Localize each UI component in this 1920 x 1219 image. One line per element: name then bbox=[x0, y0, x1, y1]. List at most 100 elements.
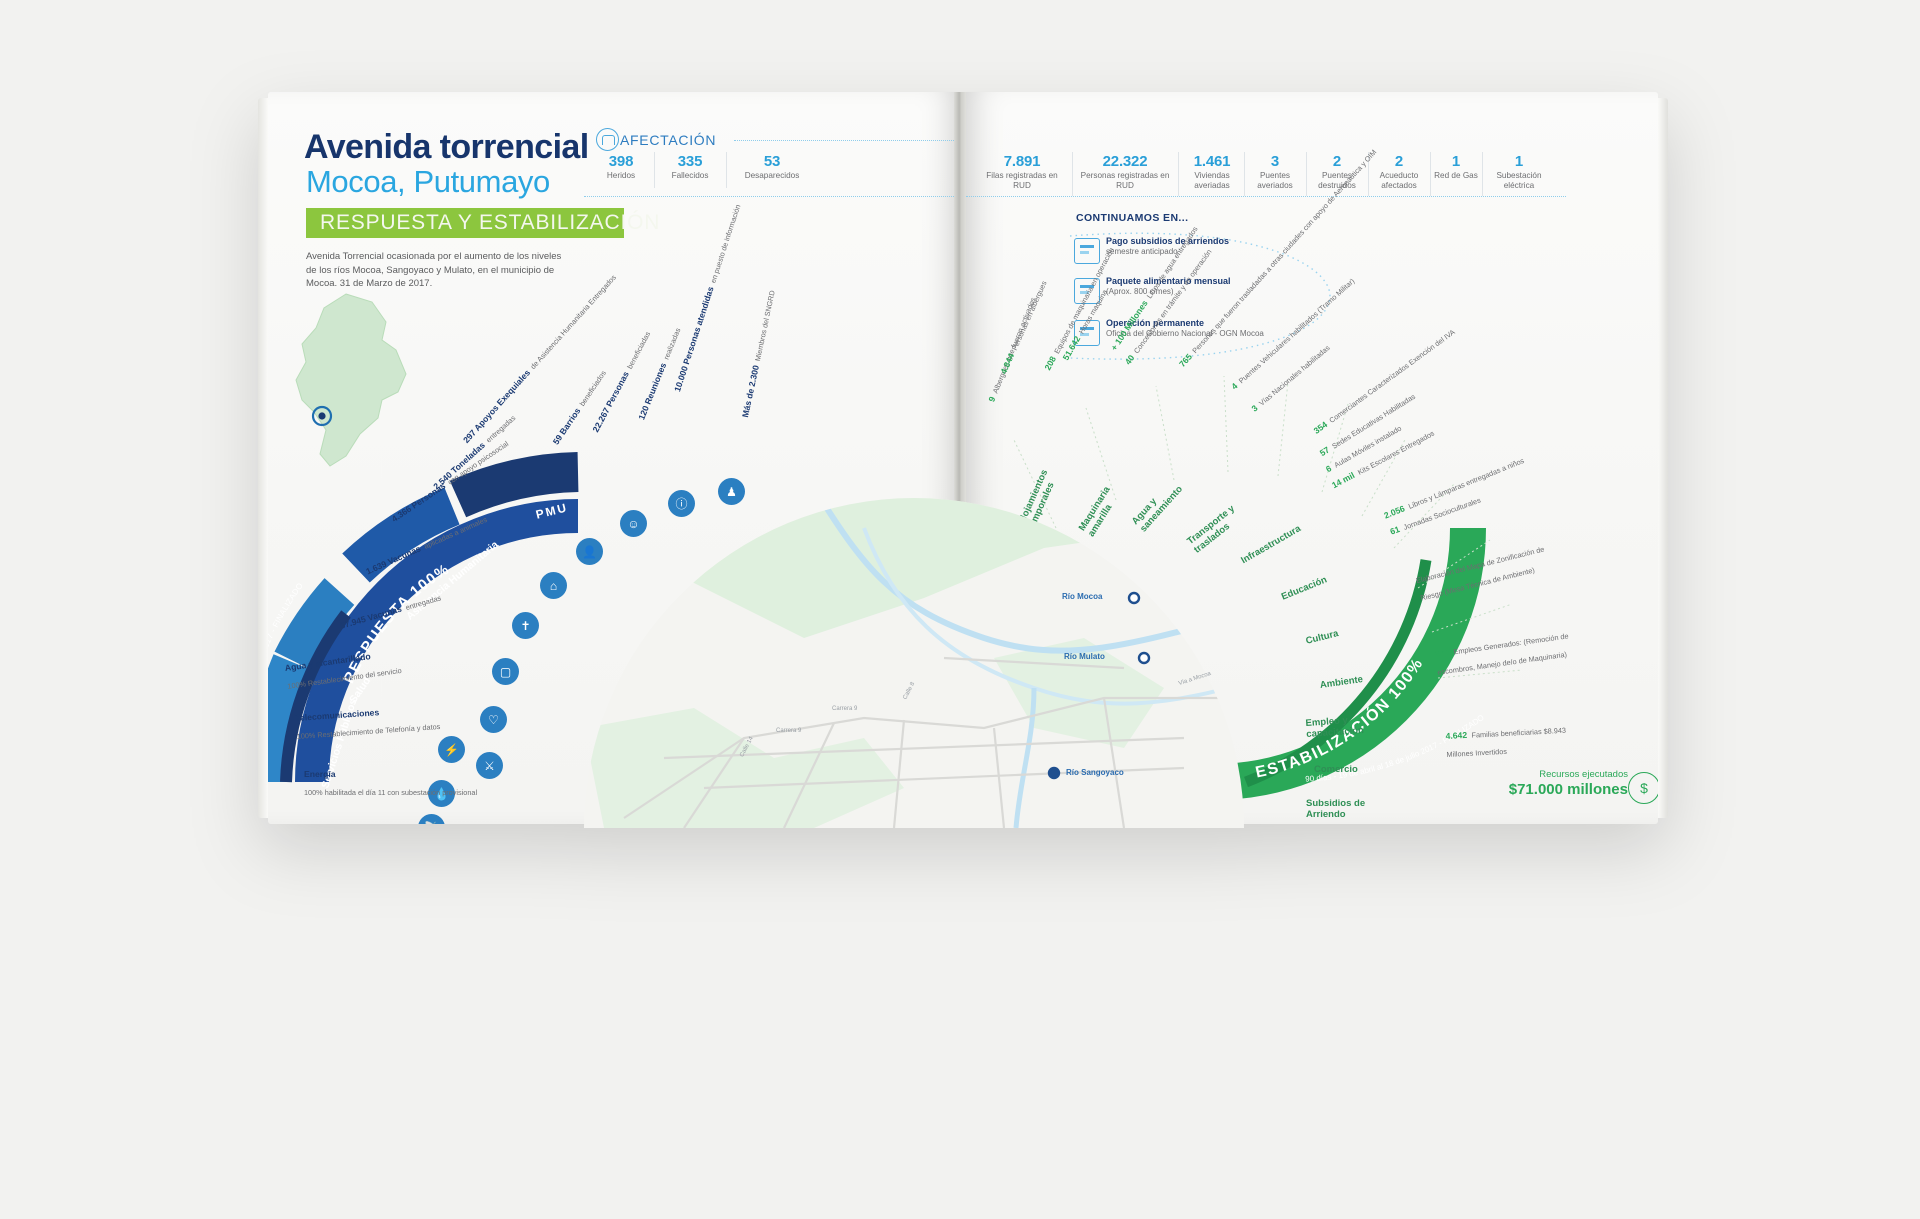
stat-label: Desaparecidos bbox=[744, 171, 800, 180]
box-icon: ▢ bbox=[492, 658, 519, 685]
stat-label: Heridos bbox=[606, 171, 636, 180]
stat-divider bbox=[1244, 152, 1245, 196]
page-title-line1: Avenida torrencial bbox=[304, 128, 589, 166]
coins-icon: $ bbox=[1628, 772, 1658, 804]
street-label-1: Carrera 9 bbox=[776, 728, 802, 734]
stat-value: 7.891 bbox=[1003, 153, 1041, 170]
stat-divider bbox=[654, 152, 655, 188]
resources-label: Recursos ejecutados bbox=[1539, 769, 1628, 780]
stat-fallecidos: 335 Fallecidos bbox=[658, 154, 722, 181]
stat-label: Puentes averiados bbox=[1257, 171, 1293, 190]
mocoa-map: Río Mocoa Río Mulato Río Sangoyaco Carre… bbox=[564, 488, 1264, 828]
info-icon: ⓘ bbox=[668, 490, 695, 517]
stat-value: 1.461 bbox=[1193, 153, 1231, 170]
stat-divider bbox=[1072, 152, 1073, 196]
resources-block: Recursos ejecutados $71.000 millones bbox=[1509, 769, 1628, 798]
house-icon: ⌂ bbox=[540, 572, 567, 599]
stat-personas-rud: 22.322 Personas registradas en RUD bbox=[1076, 154, 1174, 191]
stat-divider bbox=[1306, 152, 1307, 196]
continuamos-item-title: Paquete alimentario mensual bbox=[1106, 276, 1231, 286]
stat-viviendas: 1.461 Viviendas averiadas bbox=[1182, 154, 1242, 191]
office-icon bbox=[1074, 320, 1100, 346]
continuamos-item-sub: (Aprox. 800 c/mes) bbox=[1106, 287, 1174, 296]
map-label-rio-sangoyaco: Río Sangoyaco bbox=[1066, 768, 1124, 777]
map-pin-group bbox=[1047, 591, 1151, 780]
category-subsidios-arriendo: Subsidios de Arriendo bbox=[1306, 798, 1366, 820]
person-icon: 👤 bbox=[576, 538, 603, 565]
resources-value: $71.000 millones bbox=[1508, 781, 1628, 798]
stat-divider bbox=[1482, 152, 1483, 196]
map-label-rio-mulato: Río Mulato bbox=[1064, 652, 1105, 661]
stat-label: Puentes destruidos bbox=[1318, 171, 1356, 190]
stat-puentes-averiados: 3 Puentes averiados bbox=[1246, 154, 1304, 191]
continuamos-dotted-bracket bbox=[1069, 232, 1331, 360]
estabilizacion-arc-group: ESTABILIZACIÓN 100% 90 días - 19 de abri… bbox=[1013, 375, 1523, 800]
page-edge-right bbox=[1658, 98, 1668, 818]
continuamos-item-title: Operación permanente bbox=[1106, 318, 1205, 328]
stat-divider bbox=[1178, 152, 1179, 196]
stat-value: 1 bbox=[1514, 153, 1524, 170]
respuesta-progress-arc bbox=[295, 499, 579, 783]
category-comercio: Comercio bbox=[1314, 764, 1358, 775]
data-label-12: Energía 100% habilitada el día 11 con su… bbox=[304, 769, 478, 797]
continuamos-item-2[interactable]: Operación permanente Oficina del Gobiern… bbox=[1106, 318, 1296, 339]
stat-value: 335 bbox=[677, 153, 703, 170]
stat-label: Filas registradas en RUD bbox=[986, 171, 1058, 190]
intro-paragraph: Avenida Torrencial ocasionada por el aum… bbox=[306, 251, 562, 289]
book-spread: Avenida torrencial Mocoa, Putumayo RESPU… bbox=[258, 92, 1668, 828]
stat-value: 1 bbox=[1451, 153, 1461, 170]
continuamos-item-title: Pago subsidios de arriendos bbox=[1106, 236, 1230, 246]
water-icon: 💧 bbox=[428, 780, 455, 807]
stat-value: 53 bbox=[763, 153, 781, 170]
meeting-icon: ☺ bbox=[620, 510, 647, 537]
heart-icon: ♡ bbox=[480, 706, 507, 733]
stat-acueducto: 2 Acueducto afectados bbox=[1370, 154, 1428, 191]
cross-icon: ✝ bbox=[512, 612, 539, 639]
stat-subestacion: 1 Subestación eléctrica bbox=[1484, 154, 1554, 191]
map-pin-rio-mocoa bbox=[1127, 591, 1141, 605]
stat-divider bbox=[1368, 152, 1369, 196]
map-location-dot bbox=[318, 412, 326, 420]
stat-value: 2 bbox=[1332, 153, 1342, 170]
map-pin-rio-sangoyaco bbox=[1047, 766, 1061, 780]
title-banner-text: RESPUESTA Y ESTABILIZACIÓN bbox=[320, 211, 661, 234]
street-label-0: Carrera 9 bbox=[832, 706, 858, 712]
continuamos-heading: CONTINUAMOS EN... bbox=[1076, 212, 1189, 224]
left-page: Avenida torrencial Mocoa, Putumayo RESPU… bbox=[268, 92, 960, 824]
map-location-ring bbox=[311, 405, 333, 427]
stat-label: Red de Gas bbox=[1434, 171, 1478, 180]
stat-divider bbox=[726, 152, 727, 188]
page-title-line2: Mocoa, Putumayo bbox=[306, 164, 550, 199]
alert-icon bbox=[596, 128, 619, 151]
continuamos-item-0[interactable]: Pago subsidios de arriendos semestre ant… bbox=[1106, 236, 1296, 257]
syringe-icon: ⚡ bbox=[438, 736, 465, 763]
food-box-icon bbox=[1074, 278, 1100, 304]
afectacion-dotted-rule bbox=[734, 140, 960, 141]
respuesta-arc-group: RESPUESTA 100% 18 días - 01 al 18 de abr… bbox=[268, 452, 579, 783]
stat-value: 3 bbox=[1270, 153, 1280, 170]
continuamos-item-1[interactable]: Paquete alimentario mensual (Aprox. 800 … bbox=[1106, 276, 1296, 297]
stat-label: Viviendas averiadas bbox=[1194, 171, 1230, 190]
continuamos-item-sub: Oficina del Gobierno Nacional - OGN Moco… bbox=[1106, 329, 1264, 338]
stat-label: Acueducto afectados bbox=[1379, 171, 1419, 190]
afectacion-bottom-rule bbox=[584, 196, 960, 197]
stat-puentes-destruidos: 2 Puentes destruidos bbox=[1308, 154, 1366, 191]
hand-money-icon bbox=[1074, 238, 1100, 264]
title-banner-bg bbox=[306, 208, 624, 238]
stat-label: Subestación eléctrica bbox=[1496, 171, 1542, 190]
people-icon: ♟ bbox=[718, 478, 745, 505]
stat-label: Fallecidos bbox=[671, 171, 709, 180]
continuamos-item-sub: semestre anticipado bbox=[1106, 247, 1178, 256]
stat-label: Personas registradas en RUD bbox=[1080, 171, 1170, 190]
map-pin-rio-mulato bbox=[1137, 651, 1151, 665]
afectacion-heading: AFECTACIÓN bbox=[620, 132, 717, 148]
stat-red-gas: 1 Red de Gas bbox=[1432, 154, 1480, 181]
est-label-17: 4.642 Familias beneficiarias $8.943 Mill… bbox=[1445, 725, 1567, 759]
stat-filas-rud: 7.891 Filas registradas en RUD bbox=[978, 154, 1066, 191]
stat-divider bbox=[1430, 152, 1431, 196]
map-label-rio-mocoa: Río Mocoa bbox=[1062, 592, 1103, 601]
vaccine-icon: ⚔ bbox=[476, 752, 503, 779]
page-edge-left bbox=[258, 98, 268, 818]
colombia-map bbox=[295, 293, 407, 467]
stat-value: 398 bbox=[608, 153, 634, 170]
